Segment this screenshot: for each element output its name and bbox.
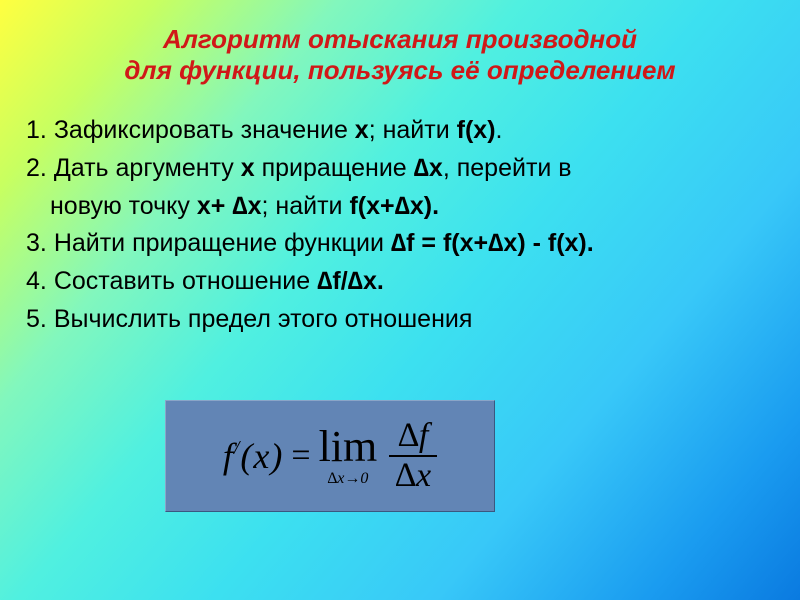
step-number: 1. [26, 116, 47, 144]
title-line-2: для функции, пользуясь её определением [20, 55, 780, 86]
step-text: Зафиксировать значение х; найти f(x). [54, 116, 503, 144]
step-number: 3. [26, 229, 47, 257]
step-4: 4. Составить отношение ∆f/∆х. [20, 265, 780, 299]
step-number: 5. [26, 305, 47, 333]
steps-list: 1. Зафиксировать значение х; найти f(x).… [20, 114, 780, 337]
step-2: 2. Дать аргументу х приращение ∆х, перей… [20, 152, 780, 186]
step-text: Найти приращение функции ∆f = f(x+∆x) - … [54, 229, 594, 257]
formula-f: f [223, 436, 234, 476]
slide-title: Алгоритм отыскания производной для функц… [20, 24, 780, 86]
step-text: Составить отношение ∆f/∆х. [54, 267, 384, 295]
step-text: Дать аргументу х приращение ∆х, перейти … [54, 154, 572, 182]
fraction-denominator: ∆x [389, 457, 437, 493]
step-text: новую точку х+ ∆х; найти f(x+∆x). [50, 192, 439, 220]
lim-word: lim [319, 425, 378, 469]
limit-block: lim ∆x→0 [319, 425, 378, 487]
formula-arg: (x) [240, 436, 283, 476]
formula: f/(x) = lim ∆x→0 ∆f ∆x [166, 401, 494, 511]
fraction-numerator: ∆f [392, 419, 434, 455]
step-text: Вычислить предел этого отношения [54, 305, 473, 333]
formula-box: f/(x) = lim ∆x→0 ∆f ∆x [165, 400, 495, 512]
slide: Алгоритм отыскания производной для функц… [0, 0, 800, 600]
formula-left: f/(x) [223, 435, 284, 477]
step-1: 1. Зафиксировать значение х; найти f(x). [20, 114, 780, 148]
equals-sign: = [289, 437, 312, 475]
fraction: ∆f ∆x [389, 419, 437, 493]
lim-subscript: ∆x→0 [327, 471, 368, 487]
step-2-cont: новую точку х+ ∆х; найти f(x+∆x). [20, 190, 780, 224]
step-number: 2. [26, 154, 47, 182]
step-5: 5. Вычислить предел этого отношения [20, 303, 780, 337]
title-line-1: Алгоритм отыскания производной [20, 24, 780, 55]
step-number: 4. [26, 267, 47, 295]
step-3: 3. Найти приращение функции ∆f = f(x+∆x)… [20, 227, 780, 261]
